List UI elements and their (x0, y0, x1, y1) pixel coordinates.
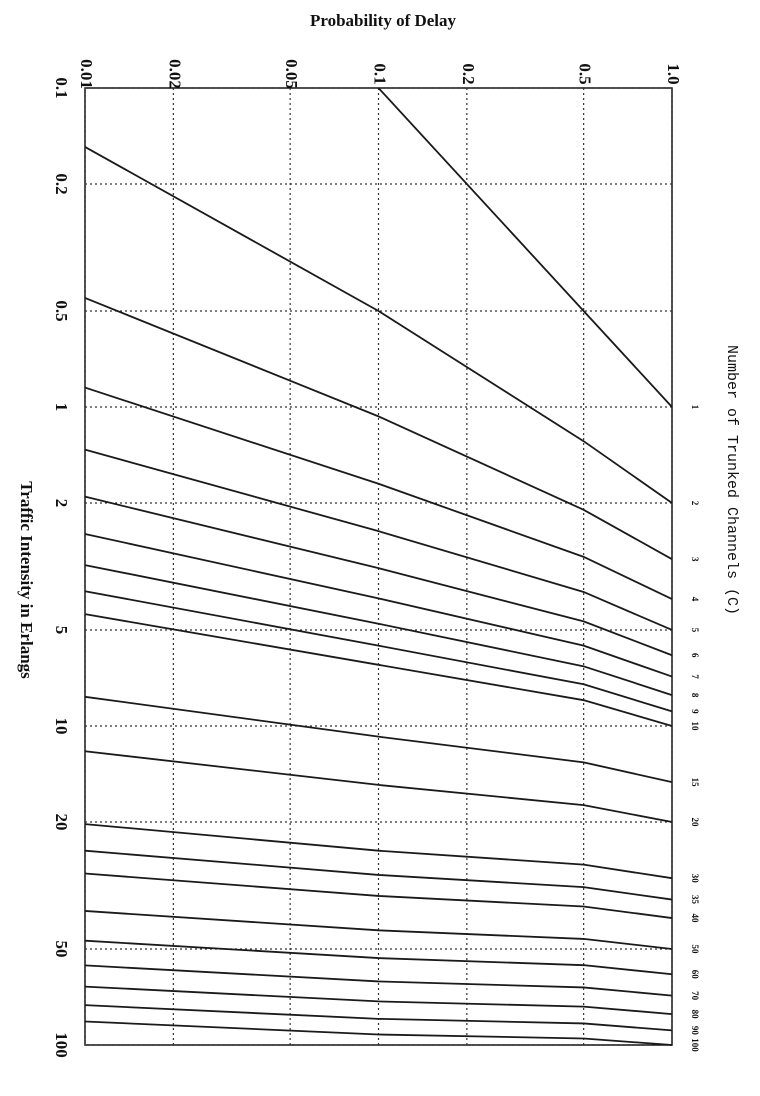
y-tick-label: 0.05 (282, 59, 301, 89)
x-tick-label: 1 (52, 403, 71, 412)
curve (84, 386, 673, 600)
y-tick-label: 1.0 (664, 63, 683, 84)
y-tick-label: 0.2 (459, 63, 478, 84)
legend-label: 9 (690, 709, 700, 714)
curve (84, 823, 673, 880)
curve (84, 964, 673, 997)
plot-frame (84, 87, 673, 1046)
y-tick-label: 0.01 (77, 59, 96, 89)
y-tick-label: 0.5 (576, 63, 595, 84)
curve (84, 495, 673, 657)
curve (84, 750, 673, 823)
curve (84, 1020, 673, 1046)
curve (84, 297, 673, 560)
legend-label: 20 (690, 818, 700, 828)
legend-label: 50 (690, 944, 700, 954)
x-tick-label: 100 (52, 1032, 71, 1058)
curve (84, 448, 673, 631)
legend-label: 5 (690, 628, 700, 633)
x-tick-label: 50 (52, 940, 71, 957)
curve (84, 1004, 673, 1032)
legend-label: 8 (690, 693, 700, 698)
legend-title: Number of Trunked Channels (C) (723, 345, 740, 615)
legend-label: 4 (690, 597, 700, 602)
curve (84, 590, 673, 713)
y-tick-label: 0.02 (165, 59, 184, 89)
legend-label: 7 (690, 674, 700, 679)
curve (84, 564, 673, 696)
x-tick-label: 20 (52, 814, 71, 831)
legend-label: 1 (690, 405, 700, 410)
legend-label: 100 (690, 1038, 700, 1052)
curve (84, 910, 673, 950)
legend-label: 80 (690, 1010, 700, 1020)
legend-label: 2 (690, 501, 700, 506)
legend-label: 3 (690, 557, 700, 562)
x-axis-title: Traffic Intensity in Erlangs (17, 481, 36, 679)
curve (84, 146, 673, 504)
y-axis-title: Probability of Delay (310, 11, 457, 30)
curve (84, 533, 673, 678)
legend-label: 10 (690, 722, 700, 732)
x-tick-label: 10 (52, 718, 71, 735)
x-tick-label: 2 (52, 499, 71, 508)
legend-label: 15 (690, 778, 700, 788)
legend-label: 30 (690, 874, 700, 884)
y-tick-label: 0.1 (371, 63, 390, 84)
legend-label: 60 (690, 970, 700, 980)
legend-label: 40 (690, 914, 700, 924)
legend-label: 70 (690, 991, 700, 1001)
curve (84, 613, 673, 727)
x-tick-label: 5 (52, 626, 71, 635)
x-tick-label: 0.1 (52, 77, 71, 98)
curve (84, 849, 673, 901)
legend-label: 6 (690, 653, 700, 658)
x-tick-label: 0.5 (52, 300, 71, 321)
curve (84, 695, 673, 784)
curve (84, 985, 673, 1015)
curve (84, 872, 673, 919)
curve (84, 939, 673, 976)
x-tick-label: 0.2 (52, 173, 71, 194)
legend-label: 90 (690, 1026, 700, 1036)
legend-label: 35 (690, 895, 700, 905)
curve (377, 87, 673, 408)
